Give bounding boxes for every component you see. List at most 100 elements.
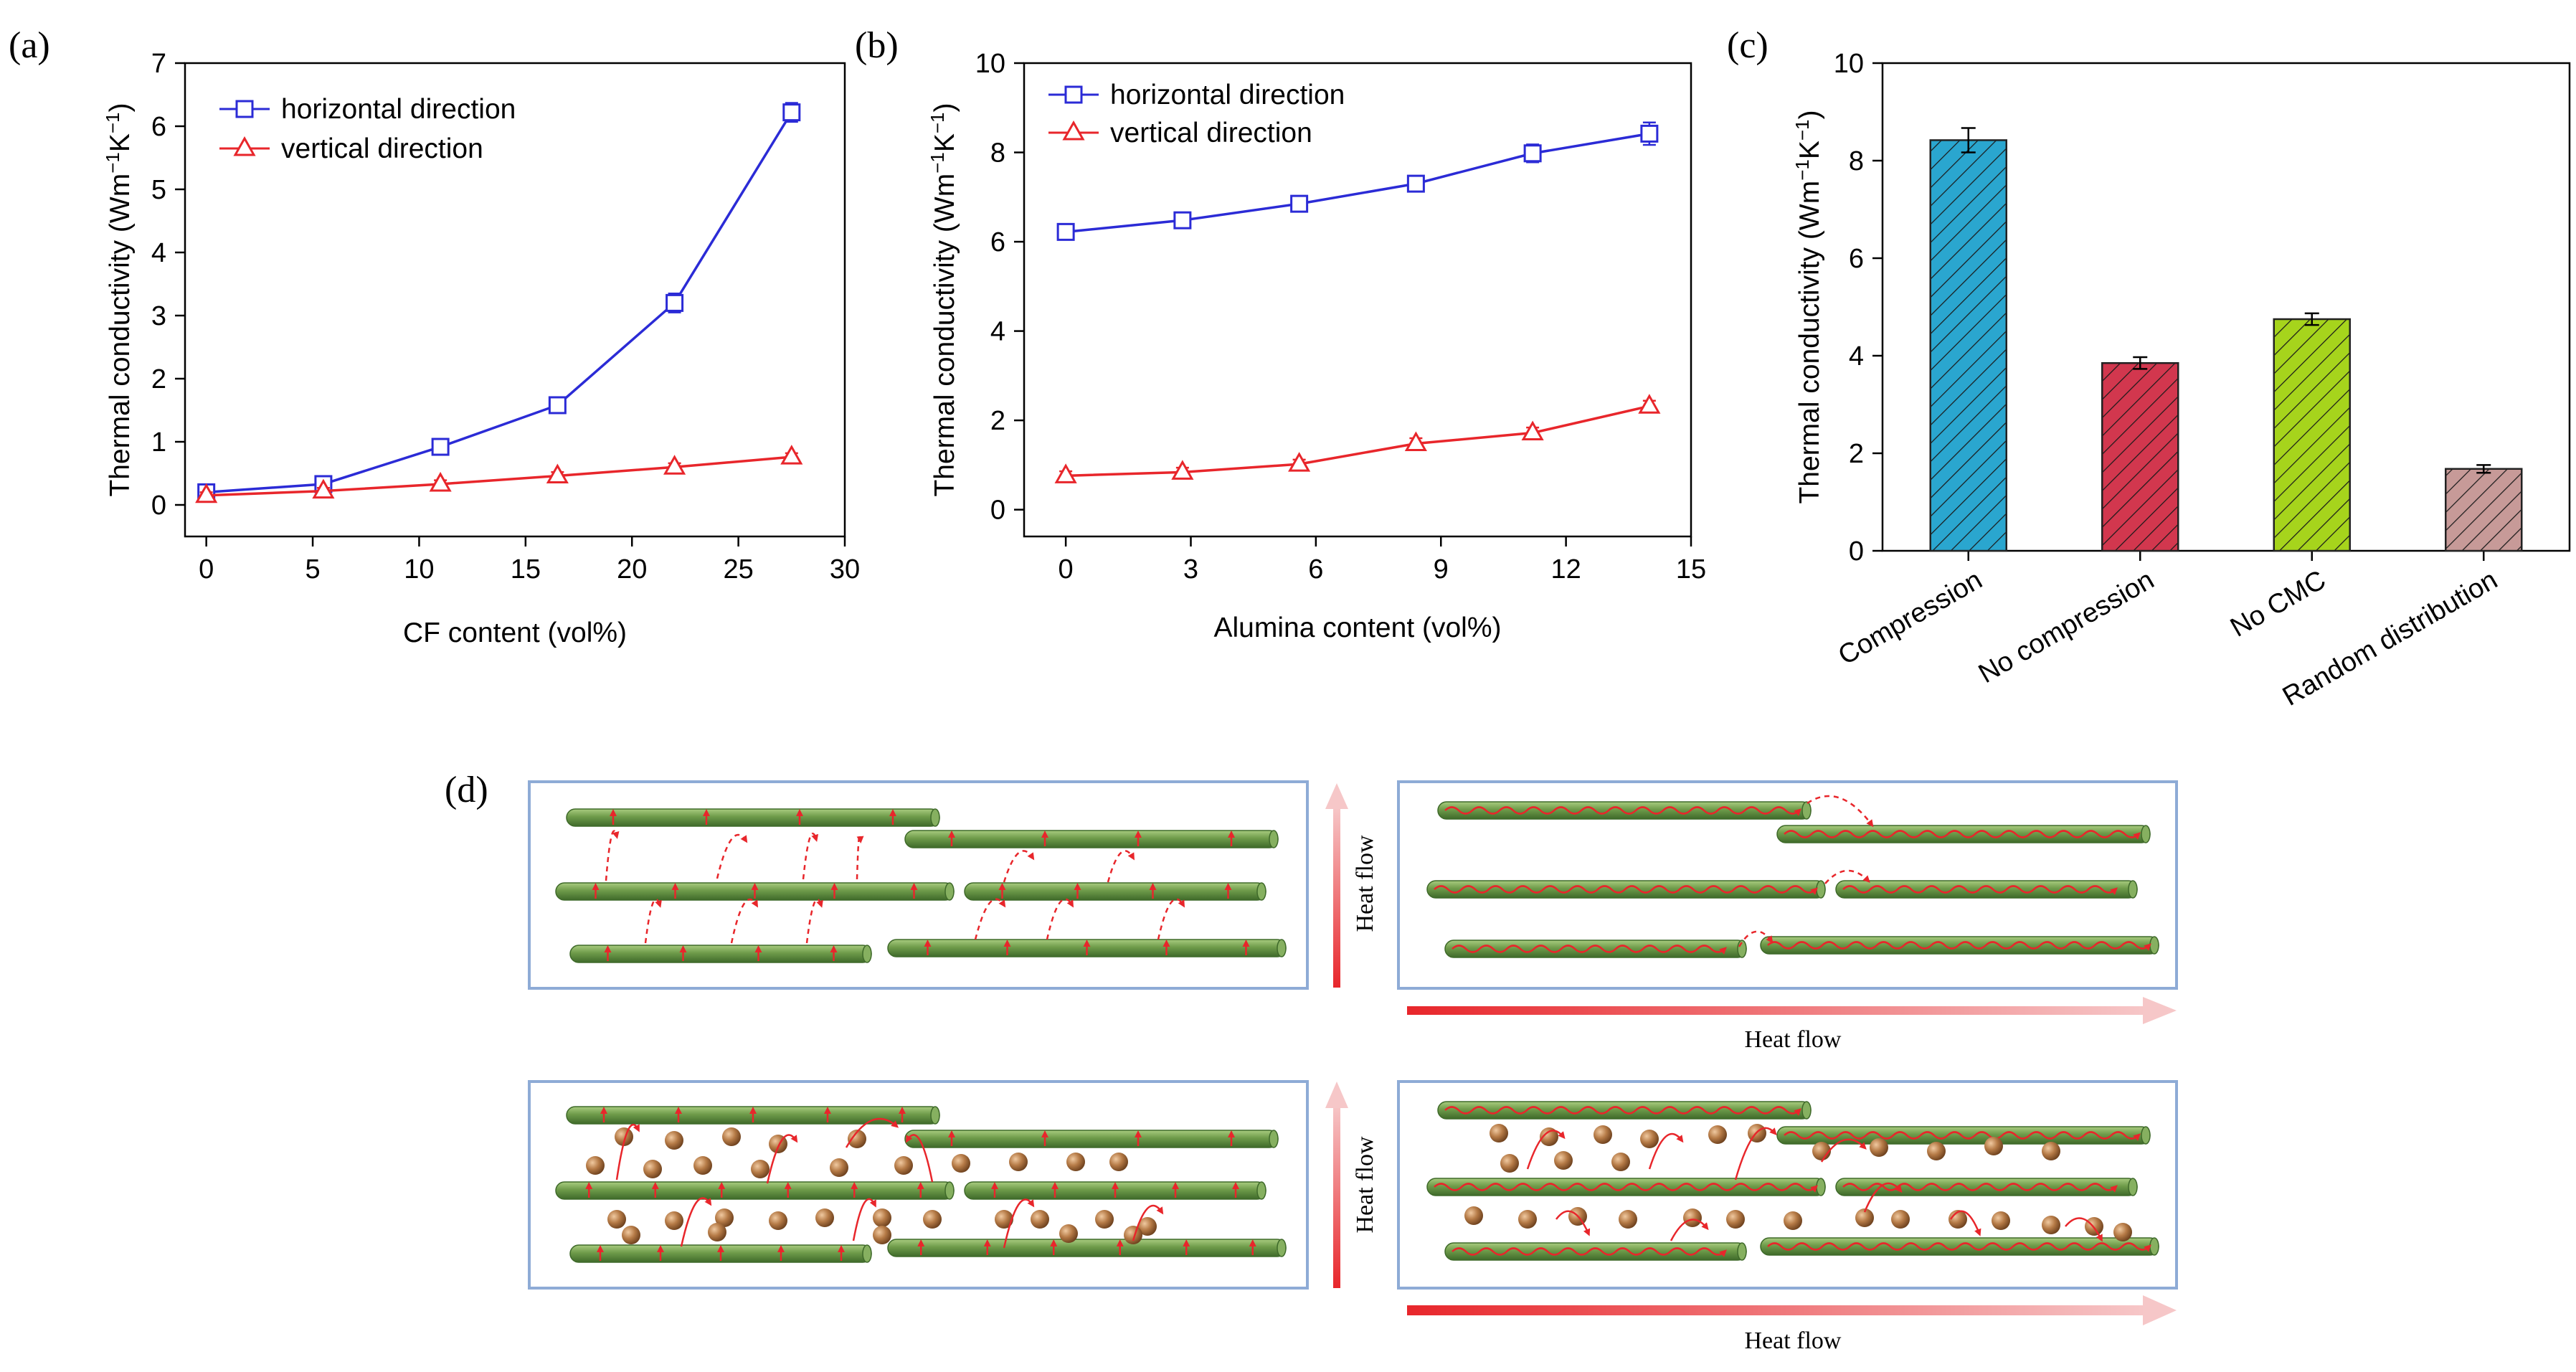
heat-hop-arrow	[852, 1198, 876, 1241]
alumina-particle	[995, 1210, 1013, 1229]
chart-b-legend-horizontal: horizontal direction	[1110, 80, 1345, 110]
alumina-particle	[1031, 1210, 1049, 1229]
alumina-particle	[615, 1127, 633, 1146]
fiber	[555, 1181, 955, 1200]
chart-b-ytick-label: 10	[975, 49, 1005, 79]
chart-c-ytick-label: 4	[1849, 341, 1864, 372]
chart-b-ytick-label: 0	[990, 496, 1005, 526]
chart-c-ylabel: Thermal conductivity (Wm−1K−1)	[1791, 110, 1825, 503]
chart-a-xtick-label: 0	[199, 554, 214, 585]
heat-flow-arrow-vertical-top	[1325, 783, 1348, 988]
heat-flow-arrow-vertical-bottom	[1325, 1082, 1348, 1288]
chart-c-category-label: No compression	[1974, 564, 2159, 689]
chart-a-ytick-label: 5	[151, 175, 166, 205]
heat-hop-arrow	[1132, 1204, 1164, 1241]
heat-hop-arrow	[644, 898, 662, 944]
alumina-particle	[2113, 1223, 2132, 1241]
chart-a-xtick-label: 10	[404, 554, 434, 585]
alumina-particle	[2042, 1216, 2060, 1234]
chart-b-legend-vertical: vertical direction	[1110, 118, 1312, 148]
chart-a-xtick-label: 20	[617, 554, 647, 585]
alumina-particle	[2042, 1142, 2060, 1160]
fiber	[569, 945, 872, 963]
alumina-particle	[1984, 1137, 2003, 1155]
chart-b-xtick-label: 0	[1059, 554, 1074, 585]
chart-a-ylabel: Thermal conductivity (Wm−1K−1)	[102, 103, 136, 496]
alumina-particle	[751, 1160, 770, 1178]
heat-hop-arrow	[1003, 1198, 1035, 1249]
heat-flow-label-vertical-top: Heat flow	[1352, 835, 1378, 932]
chart-b-point-vertical	[1171, 460, 1194, 480]
alumina-particle	[643, 1160, 662, 1178]
heat-hop-arrow	[905, 1134, 934, 1183]
alumina-particle	[1855, 1208, 1874, 1227]
alumina-particle	[1611, 1153, 1630, 1171]
chart-a-legend-horizontal: horizontal direction	[281, 94, 516, 125]
chart-b-point-vertical	[1054, 463, 1077, 483]
heat-hop-arrow	[1648, 1132, 1684, 1170]
chart-a-ytick-label: 4	[151, 238, 166, 268]
heat-hop-arrow	[1003, 850, 1035, 883]
chart-b-xtick-label: 6	[1308, 554, 1323, 585]
alumina-particle	[665, 1131, 683, 1150]
heat-hop-arrow	[2065, 1217, 2103, 1242]
chart-a-xtick-label: 30	[830, 554, 860, 585]
chart-b-series-line-horizontal	[1065, 132, 1650, 234]
chart-b-xtick-label: 12	[1550, 554, 1581, 585]
fiber	[964, 882, 1266, 901]
alumina-particle	[586, 1156, 605, 1175]
chart-a-ytick-label: 2	[151, 364, 166, 394]
heat-wave-arrow	[1784, 1131, 2141, 1141]
chart-b-point-horizontal	[1173, 211, 1192, 230]
chart-a-xlabel: CF content (vol%)	[403, 618, 627, 648]
chart-c-bar-hatch-1	[2101, 361, 2179, 552]
heat-hop-arrow	[730, 898, 759, 944]
chart-a-point-vertical	[312, 478, 335, 499]
alumina-particle	[952, 1154, 970, 1173]
chart-b-point-horizontal	[1290, 194, 1309, 213]
alumina-particle	[1927, 1142, 1946, 1160]
chart-c-frame	[1881, 62, 2571, 552]
chart-c-category-label: Compression	[1833, 564, 1987, 671]
panel-label-c: (c)	[1727, 25, 1768, 66]
alumina-particle	[1059, 1224, 1078, 1243]
alumina-particle	[1708, 1125, 1727, 1144]
fiber	[1776, 825, 2151, 843]
diagram-box-top-left	[528, 780, 1309, 990]
alumina-particle	[1500, 1154, 1519, 1173]
heat-hop-arrow	[1107, 850, 1135, 883]
chart-a-legend: horizontal direction vertical direction	[219, 94, 516, 164]
fiber	[1444, 1242, 1747, 1261]
fiber	[1835, 1178, 2138, 1196]
chart-b-point-horizontal	[1406, 174, 1425, 193]
heat-hop-arrow	[1157, 898, 1185, 940]
alumina-particle	[1683, 1208, 1702, 1227]
panel-label-d: (d)	[445, 770, 488, 810]
chart-a-xtick-label: 15	[511, 554, 541, 585]
panel-label-a: (a)	[9, 25, 50, 66]
chart-c-ytick-label: 0	[1849, 536, 1864, 567]
fiber	[1835, 880, 2138, 899]
fiber	[887, 1239, 1287, 1257]
chart-c-bar-hatch-3	[2445, 468, 2523, 552]
heat-flow-label-horizontal-top: Heat flow	[1744, 1026, 1841, 1053]
chart-a-legend-vertical: vertical direction	[281, 133, 483, 164]
chart-c-ytick-label: 6	[1849, 244, 1864, 274]
alumina-particle	[1891, 1210, 1910, 1229]
heat-hop-arrow	[766, 1134, 798, 1184]
alumina-particle	[848, 1130, 866, 1148]
heat-hop-arrow	[1820, 1138, 1867, 1163]
chart-a-ytick-label: 6	[151, 112, 166, 142]
heat-flow-label-horizontal-bottom: Heat flow	[1744, 1328, 1841, 1354]
alumina-particle	[1992, 1211, 2010, 1230]
chart-a-point-vertical	[546, 463, 569, 484]
chart-a-xtick-label: 25	[723, 554, 753, 585]
alumina-particle	[1554, 1151, 1573, 1170]
chart-a-point-horizontal	[666, 293, 684, 312]
heat-hop-arrow	[680, 1197, 712, 1247]
fiber	[1776, 1126, 2151, 1145]
alumina-particle	[830, 1158, 848, 1177]
chart-c-bar-hatch-2	[2273, 318, 2351, 552]
alumina-particle	[1594, 1125, 1612, 1144]
chart-a-point-horizontal	[782, 103, 801, 122]
